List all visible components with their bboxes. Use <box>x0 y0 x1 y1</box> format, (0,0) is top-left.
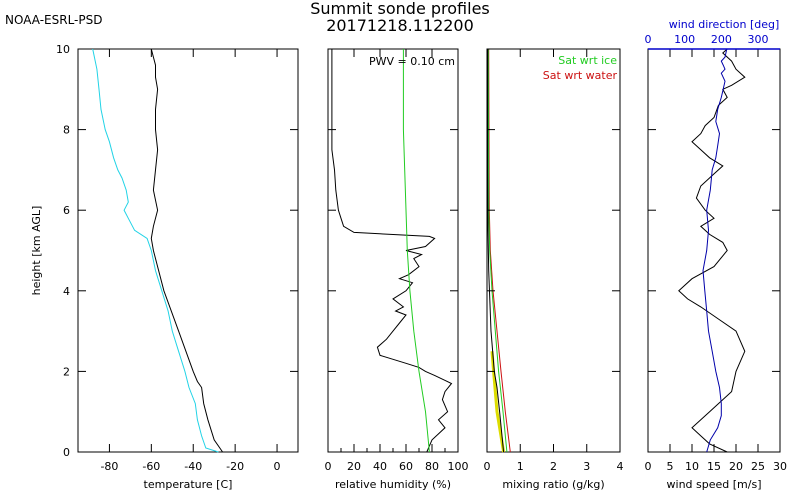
figure-title: Summit sonde profiles <box>310 0 490 18</box>
wind-series-0 <box>678 48 746 453</box>
legend-entry-1: Sat wrt water <box>543 69 618 82</box>
mixing-xtick-label-4: 4 <box>617 460 624 473</box>
humidity-panel: 0 20 40 60 80 100 relative humidity (%) PWV = 0… <box>325 48 469 491</box>
wind-xtick-label-1: 5 <box>667 460 674 473</box>
wind-dir-axis-label: wind direction [deg] <box>669 18 780 31</box>
mixing-series-3 <box>487 49 505 453</box>
temperature-xtick-label-4: 0 <box>274 460 281 473</box>
mixing-panel: 0 1 2 3 4 mixing ratio (g/kg) Sat wrt ice Sat w… <box>484 48 624 491</box>
wind-dir-tick-label-0: 0 <box>645 33 652 46</box>
mixing-xtick-label-3: 3 <box>583 460 590 473</box>
ytick-label-0: 0 <box>63 446 70 459</box>
mixing-xtick-label-2: 2 <box>550 460 557 473</box>
humidity-series-1 <box>402 49 430 453</box>
wind-panel: 0 5 10 15 20 25 30 wind speed [m/s] 0 100 200 300 wi… <box>645 18 788 491</box>
temperature-panel: -80 -60 -40 -20 0 0 2 4 6 8 10 temperature [C] heigh… <box>30 43 299 491</box>
mixing-xtick-label-0: 0 <box>484 460 491 473</box>
humidity-xlabel: relative humidity (%) <box>335 478 451 491</box>
temperature-xlabel: temperature [C] <box>144 478 233 491</box>
legend-entry-0: Sat wrt ice <box>558 54 617 67</box>
temperature-xtick-label-3: -20 <box>226 460 244 473</box>
mixing-series-2 <box>490 351 506 453</box>
humidity-xtick-label-5: 100 <box>448 460 469 473</box>
pwv-annotation: PWV = 0.10 cm <box>369 55 455 68</box>
wind-xtick-label-0: 0 <box>645 460 652 473</box>
wind-series-1 <box>702 48 728 453</box>
temperature-series-1 <box>92 48 219 453</box>
mixing-xtick-label-1: 1 <box>517 460 524 473</box>
figure-subtitle: 20171218.112200 <box>326 16 474 35</box>
humidity-frame <box>327 48 459 453</box>
ytick-label-4: 8 <box>63 124 70 137</box>
wind-xlabel: wind speed [m/s] <box>667 478 762 491</box>
humidity-xtick-label-0: 0 <box>325 460 332 473</box>
ytick-label-2: 4 <box>63 285 70 298</box>
mixing-frame <box>486 48 621 453</box>
humidity-series-0 <box>331 49 453 453</box>
wind-xtick-label-3: 15 <box>707 460 721 473</box>
ytick-label-3: 6 <box>63 204 70 217</box>
mixing-xlabel: mixing ratio (g/kg) <box>502 478 604 491</box>
wind-xtick-label-4: 20 <box>729 460 743 473</box>
temperature-frame <box>77 48 299 453</box>
wind-xtick-label-2: 10 <box>685 460 699 473</box>
ylabel: height [km AGL] <box>30 206 43 296</box>
wind-xtick-label-6: 30 <box>773 460 787 473</box>
temperature-xtick-label-0: -80 <box>100 460 118 473</box>
humidity-xtick-label-2: 40 <box>373 460 387 473</box>
humidity-xtick-label-1: 20 <box>347 460 361 473</box>
wind-dir-tick-label-1: 100 <box>674 33 695 46</box>
wind-dir-tick-label-2: 200 <box>711 33 732 46</box>
wind-xtick-label-5: 25 <box>751 460 765 473</box>
org-label: NOAA-ESRL-PSD <box>5 13 102 27</box>
wind-frame <box>647 48 781 453</box>
humidity-xtick-label-4: 80 <box>425 460 439 473</box>
humidity-xtick-label-3: 60 <box>399 460 413 473</box>
temperature-xtick-label-1: -60 <box>142 460 160 473</box>
temperature-series-0 <box>150 48 224 453</box>
temperature-xtick-label-2: -40 <box>184 460 202 473</box>
wind-dir-tick-label-3: 300 <box>748 33 769 46</box>
ytick-label-1: 2 <box>63 365 70 378</box>
mixing-series-0 <box>488 48 511 453</box>
ytick-label-5: 10 <box>56 43 70 56</box>
mixing-series-1 <box>487 48 508 453</box>
